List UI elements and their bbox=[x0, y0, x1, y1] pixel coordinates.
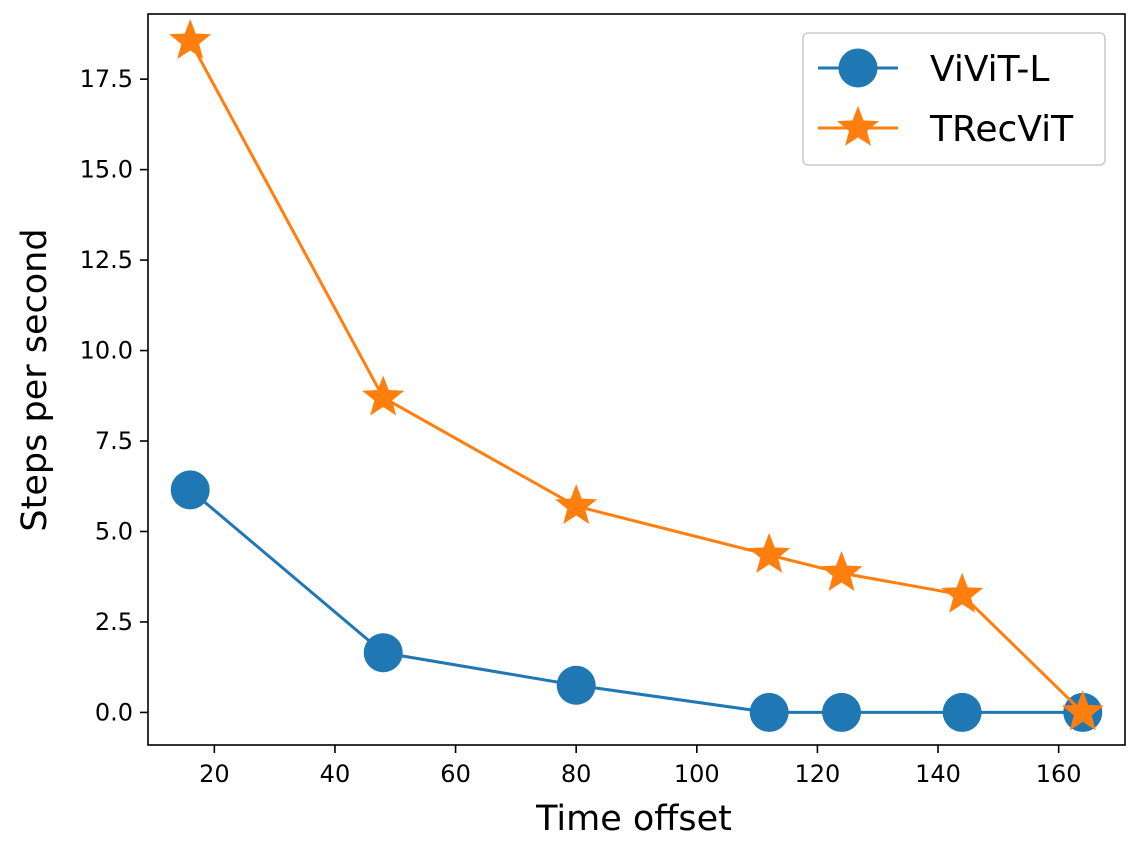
data-point-vivit-l bbox=[556, 665, 596, 705]
data-point-vivit-l bbox=[822, 692, 862, 732]
x-tick-label: 40 bbox=[320, 760, 351, 788]
x-tick-label: 100 bbox=[674, 760, 720, 788]
y-tick-label: 12.5 bbox=[80, 246, 133, 274]
series-vivit-l bbox=[170, 470, 1103, 732]
legend-marker-trecvit bbox=[836, 105, 880, 146]
y-tick-label: 10.0 bbox=[80, 337, 133, 365]
y-tick-label: 0.0 bbox=[95, 698, 133, 726]
legend-label-trecvit: TRecViT bbox=[929, 109, 1074, 150]
y-tick-label: 7.5 bbox=[95, 427, 133, 455]
axes-ticks: 20 40 60 80 100 120 140 160 0.0 2.5 5.0 7.5 10.0 12.5… bbox=[80, 65, 1082, 788]
legend-item-trecvit: TRecViT bbox=[818, 105, 1074, 150]
x-axis-label: Time offset bbox=[535, 799, 732, 839]
legend-box bbox=[802, 32, 1106, 166]
x-tick-label: 160 bbox=[1036, 760, 1082, 788]
x-tick-label: 140 bbox=[915, 760, 961, 788]
y-tick-label: 2.5 bbox=[95, 608, 133, 636]
data-point-trecvit bbox=[169, 19, 212, 60]
x-tick-label: 60 bbox=[440, 760, 471, 788]
legend-label-vivit-l: ViViT-L bbox=[930, 49, 1049, 90]
data-point-trecvit bbox=[941, 572, 984, 613]
legend-item-vivit-l: ViViT-L bbox=[818, 48, 1049, 90]
legend: ViViT-L TRecViT bbox=[802, 32, 1106, 166]
x-tick-label: 120 bbox=[795, 760, 841, 788]
series-trecvit bbox=[169, 19, 1104, 731]
y-tick-label: 15.0 bbox=[80, 156, 133, 184]
data-point-vivit-l bbox=[749, 692, 789, 732]
data-point-trecvit bbox=[820, 551, 863, 591]
x-tick-label: 20 bbox=[199, 760, 230, 788]
y-axis-label: Steps per second bbox=[15, 228, 55, 531]
plot-frame bbox=[147, 13, 1126, 746]
x-tick-label: 80 bbox=[561, 760, 592, 788]
legend-marker-vivit-l bbox=[838, 48, 878, 88]
data-point-trecvit bbox=[748, 532, 791, 573]
data-point-trecvit bbox=[555, 484, 598, 525]
y-tick-label: 17.5 bbox=[80, 65, 133, 93]
data-point-vivit-l bbox=[942, 692, 982, 732]
data-point-vivit-l bbox=[363, 633, 403, 673]
data-point-vivit-l bbox=[170, 470, 210, 510]
data-point-trecvit bbox=[362, 375, 405, 416]
plot-series bbox=[169, 19, 1104, 732]
y-tick-label: 5.0 bbox=[95, 517, 133, 545]
data-point-trecvit bbox=[1061, 690, 1104, 731]
series-line-vivit-l bbox=[189, 488, 1083, 714]
